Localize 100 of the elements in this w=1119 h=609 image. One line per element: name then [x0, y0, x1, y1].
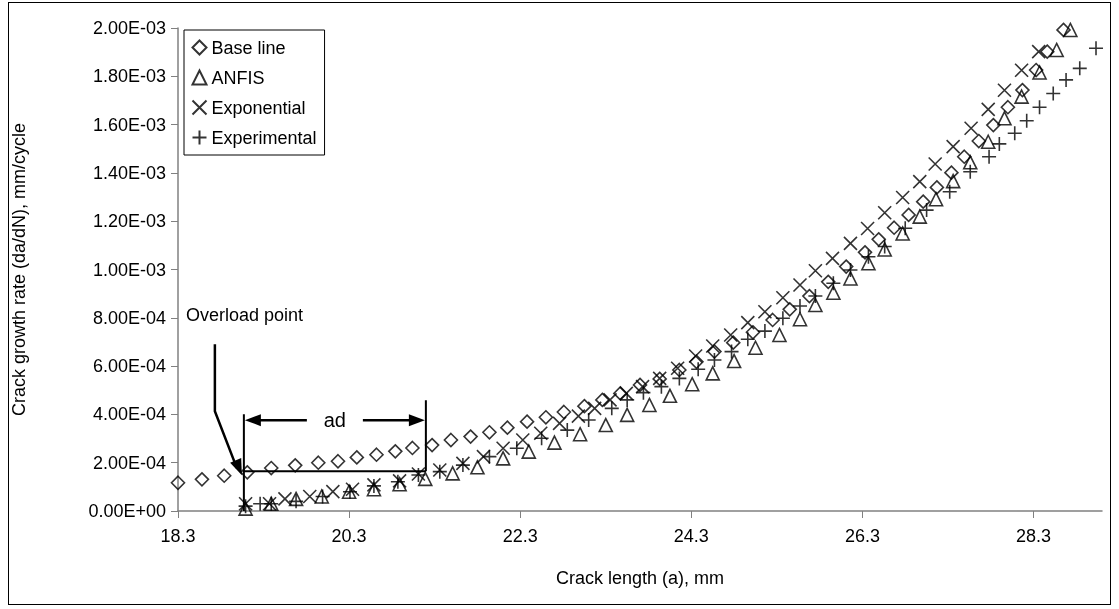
point [740, 331, 756, 348]
x-tick-label: 26.3 [844, 526, 880, 546]
point [559, 422, 576, 438]
x-tick-label: 28.3 [1016, 526, 1052, 546]
point [912, 209, 928, 224]
point [1063, 22, 1078, 38]
point [757, 323, 773, 339]
point [495, 451, 511, 466]
y-tick-label: 1.00E-03 [92, 259, 166, 280]
point [1071, 60, 1088, 77]
point [1031, 44, 1046, 59]
point [533, 425, 549, 441]
point [572, 426, 588, 442]
point [571, 408, 586, 424]
point [991, 136, 1008, 152]
point [929, 180, 945, 195]
y-tick-label: 2.00E-03 [92, 18, 166, 38]
y-tick-label: 1.60E-03 [92, 114, 166, 135]
point [653, 378, 670, 395]
point [876, 238, 893, 255]
point [765, 312, 780, 328]
point [726, 353, 742, 369]
point [1014, 62, 1029, 78]
point [443, 432, 459, 448]
point [981, 148, 997, 165]
point [1056, 22, 1071, 38]
point [895, 190, 910, 205]
point [962, 163, 979, 180]
point [417, 471, 433, 487]
point [1039, 44, 1055, 59]
point [1031, 99, 1048, 116]
point [723, 343, 740, 360]
point [886, 220, 902, 236]
point [860, 221, 875, 236]
point [1088, 40, 1104, 57]
y-tick-label: 6.00E-04 [92, 356, 166, 377]
point [635, 384, 652, 401]
point [1032, 65, 1047, 80]
point [671, 370, 688, 387]
x-tick-label: 18.3 [160, 526, 196, 546]
point [1045, 85, 1062, 102]
x-tick-label: 22.3 [502, 526, 538, 546]
point [808, 297, 823, 313]
point [825, 275, 842, 292]
y-tick-label: 1.20E-03 [92, 211, 166, 232]
point [944, 165, 959, 180]
point [915, 194, 931, 209]
point [547, 435, 562, 450]
point [772, 327, 787, 343]
point [792, 311, 808, 327]
point [500, 420, 515, 435]
point [369, 447, 384, 463]
point [598, 417, 614, 433]
point [1006, 125, 1023, 142]
point [986, 117, 1001, 133]
point [895, 226, 910, 241]
point [897, 220, 914, 236]
point [842, 262, 859, 278]
point [945, 173, 961, 189]
point [705, 366, 721, 381]
point [941, 183, 958, 200]
point [619, 407, 635, 423]
point [877, 242, 892, 257]
point [997, 83, 1012, 98]
point [745, 324, 761, 340]
point [860, 248, 877, 265]
point [515, 432, 531, 448]
point [997, 111, 1012, 126]
point [820, 274, 836, 290]
point [345, 481, 360, 497]
y-axis-title: Crack growth rate (da/dN), mm/cycle [9, 122, 29, 417]
point [928, 191, 944, 207]
point [170, 475, 186, 491]
point [405, 440, 420, 456]
point [912, 174, 928, 189]
point [826, 285, 841, 300]
point [287, 458, 303, 473]
point [843, 271, 858, 286]
point [602, 392, 618, 408]
point [757, 304, 773, 320]
point [927, 156, 943, 172]
legend-label: Exponential [211, 97, 306, 118]
annotation: Overload point [185, 305, 303, 326]
point [918, 202, 935, 218]
point [445, 466, 460, 481]
point [963, 120, 979, 136]
point [807, 288, 824, 304]
point [509, 440, 525, 457]
point [1015, 82, 1030, 98]
point [521, 444, 537, 459]
point [482, 424, 497, 440]
annotation: ad [323, 409, 346, 432]
point [956, 149, 972, 165]
point [552, 416, 567, 431]
x-tick-label: 20.3 [331, 526, 367, 546]
point [533, 430, 550, 447]
point [240, 465, 255, 480]
point [216, 468, 232, 484]
point [838, 259, 854, 274]
legend-label: Experimental [211, 127, 317, 148]
